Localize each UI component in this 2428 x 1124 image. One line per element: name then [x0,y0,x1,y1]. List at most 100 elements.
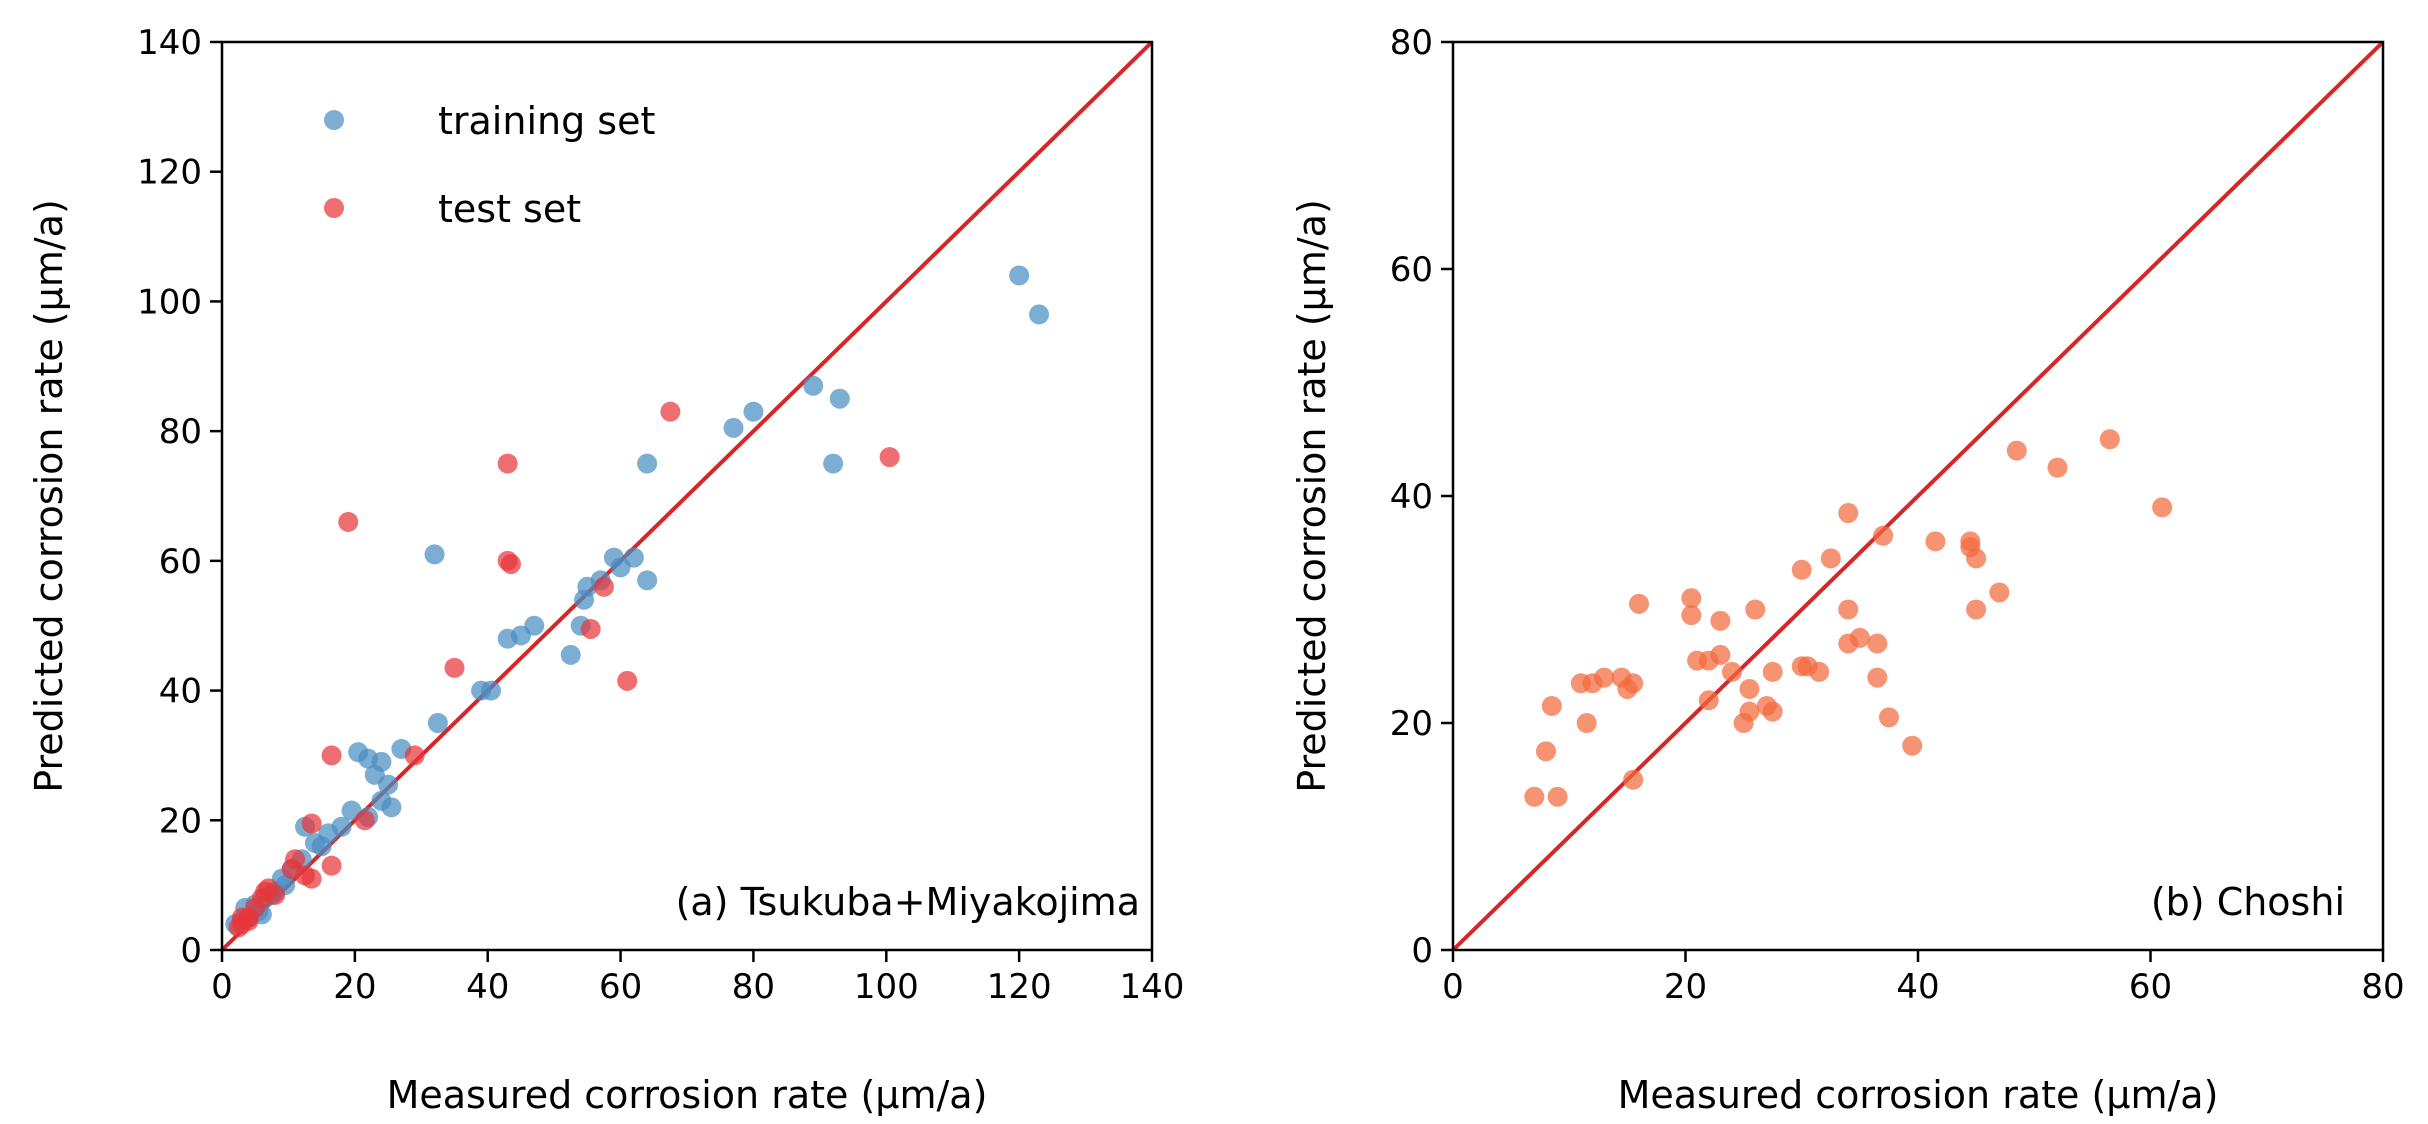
data-point [829,388,850,409]
y-tick-label: 140 [137,23,202,63]
data-point [1745,599,1766,620]
y-axis-label-a: Predicted corrosion rate (μm/a) [27,199,71,793]
x-tick-label: 40 [1896,967,1939,1007]
reference-line [1453,42,2383,950]
data-point [2006,440,2027,461]
data-point [1617,678,1638,699]
data-point [1623,769,1644,790]
x-tick-label: 80 [2361,967,2404,1007]
data-point [404,745,425,766]
data-point [560,644,581,665]
legend-label: training set [438,99,655,143]
data-point [444,657,465,678]
data-point [2099,429,2120,450]
panel-annotation-a: (a) Tsukuba+Miyakojima [676,880,1140,924]
data-point [1739,678,1760,699]
data-point [1838,503,1859,524]
data-point [497,628,518,649]
data-point [593,576,614,597]
data-point [301,813,322,834]
y-tick-label: 100 [137,282,202,322]
chart-panel-b: 0 20 40 60 80 0 20 40 60 80 (b) Choshi Measured c… [1290,23,2405,1117]
data-point [1838,633,1859,654]
data-point [1681,605,1702,626]
y-tick-label: 120 [137,153,202,193]
data-point [1966,548,1987,569]
data-point [617,670,638,691]
data-point [1681,588,1702,609]
x-tick-label: 0 [211,967,233,1007]
data-point [1710,610,1731,631]
x-tick-label: 60 [2129,967,2172,1007]
y-tick-label: 60 [1390,250,1433,290]
data-point [1797,656,1818,677]
data-point [378,774,399,795]
data-point [637,453,658,474]
data-point [1733,713,1754,733]
data-point [2047,457,2068,478]
legend-marker [324,198,344,218]
data-point [1629,593,1649,614]
legend: training set test set [324,99,655,231]
data-point [321,855,342,876]
data-point [354,810,375,831]
data-point [1873,525,1894,546]
y-tick-label: 60 [159,542,202,582]
panel-annotation-b: (b) Choshi [2151,880,2345,924]
data-point [1989,582,2010,603]
y-tick-label: 80 [1390,23,1433,63]
data-point [637,570,658,591]
data-point [381,797,402,818]
data-point [321,745,342,766]
data-point [1902,735,1923,756]
x-axis-label-a: Measured corrosion rate (μm/a) [387,1073,988,1117]
data-point [879,447,900,468]
data-point [1541,695,1562,716]
plot-frame-a [220,40,1154,952]
data-point [1576,713,1597,733]
data-point [660,401,681,422]
data-point [1867,633,1888,654]
data-point [1710,644,1731,665]
data-point [1791,559,1812,580]
data-point [1762,661,1783,682]
chart-panel-a: 0 20 40 60 80 100 120 140 0 20 40 60 80 100 120 140 tra… [27,23,1184,1117]
x-tick-label: 100 [854,967,919,1007]
data-point [481,680,502,701]
data-point [574,589,595,610]
data-point [1722,661,1742,682]
legend-label: test set [438,187,581,231]
y-tick-label: 0 [180,931,202,971]
data-point [311,836,332,857]
data-point [301,868,322,889]
data-point [231,907,252,928]
x-tick-label: 0 [1442,967,1464,1007]
y-tick-label: 80 [159,412,202,452]
y-tick-label: 20 [1390,704,1433,744]
x-tick-label: 20 [333,967,376,1007]
data-point [1582,673,1603,694]
data-point [1547,786,1568,807]
data-point [338,511,359,532]
x-tick-label: 140 [1120,967,1185,1007]
data-point [1698,690,1719,711]
data-point [743,401,764,422]
y-tick-label: 40 [1390,477,1433,517]
y-tick-label: 20 [159,801,202,841]
data-point [1762,701,1783,722]
data-point [265,884,286,905]
x-tick-label: 120 [987,967,1052,1007]
data-point [427,713,448,733]
data-point [610,557,631,578]
legend-marker [324,110,344,130]
x-tick-label: 20 [1664,967,1707,1007]
data-point [1524,786,1545,807]
data-point [2152,497,2173,518]
x-tick-label: 60 [599,967,642,1007]
data-point [723,417,744,438]
data-point [1838,599,1859,620]
data-point [424,544,445,565]
y-tick-label: 0 [1411,931,1433,971]
x-axis-label-b: Measured corrosion rate (μm/a) [1618,1073,2219,1117]
